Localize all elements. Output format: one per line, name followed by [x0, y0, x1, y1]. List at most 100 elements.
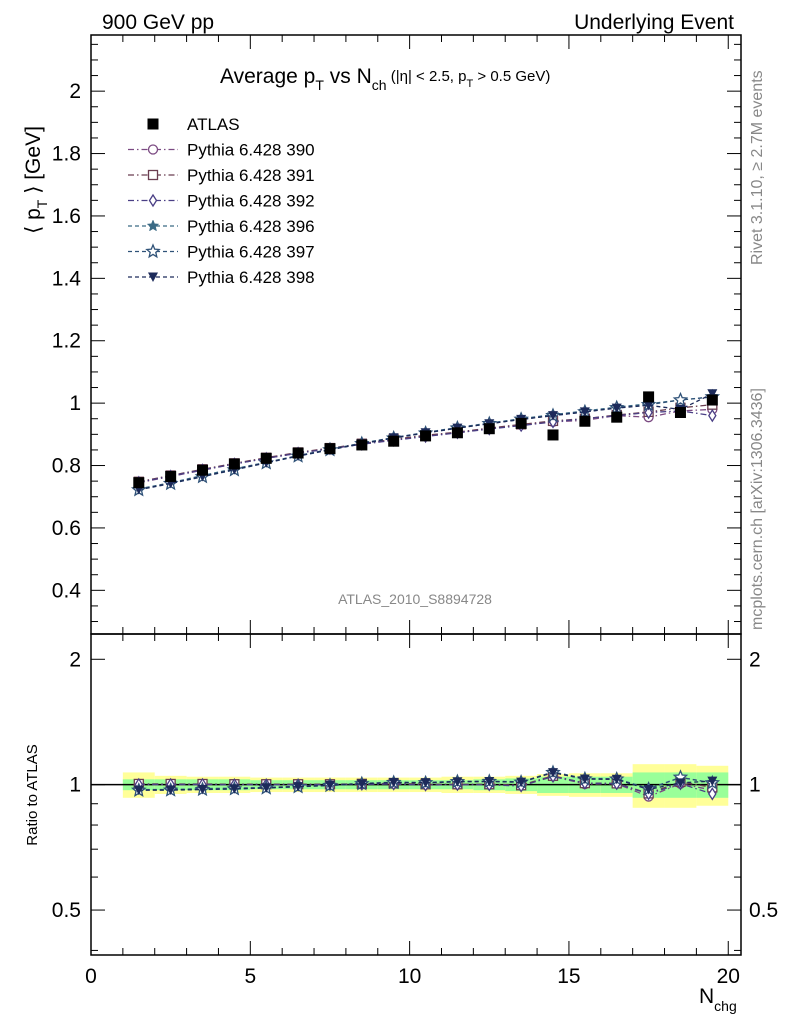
data-point	[611, 403, 622, 414]
data-point	[579, 407, 590, 417]
ratio-data-point	[261, 783, 272, 793]
ratio-tick-label: 2	[69, 648, 81, 671]
data-point	[260, 452, 272, 464]
ratio-data-point	[229, 784, 240, 794]
legend-label: Pythia 6.428 397	[187, 243, 315, 262]
y-tick-label: 1.2	[52, 330, 81, 353]
data-point	[579, 415, 591, 427]
data-point	[133, 477, 145, 489]
ratio-data-point	[452, 777, 463, 787]
data-point	[706, 394, 718, 406]
legend-marker	[147, 118, 159, 130]
y-tick-label: 1.4	[52, 267, 82, 290]
data-point	[707, 389, 718, 399]
ratio-tick-label-right: 1	[749, 774, 761, 797]
ratio-tick-label: 0.5	[52, 899, 81, 922]
mcplots-label: mcplots.cern.ch [arXiv:1306.3436]	[749, 388, 766, 630]
y-tick-label: 1	[69, 392, 81, 415]
data-point	[643, 391, 655, 403]
x-tick-label: 20	[717, 965, 740, 988]
x-tick-label: 15	[557, 965, 580, 988]
legend-marker	[146, 219, 160, 232]
y-axis-label: ⟨ pT ⟩ [GeV]	[22, 126, 50, 234]
y-tick-label: 1.8	[52, 143, 81, 166]
legend-entry: Pythia 6.428 392	[128, 192, 315, 211]
data-point	[292, 447, 304, 459]
ratio-tick-label: 1	[69, 774, 81, 797]
ratio-data-point	[708, 787, 717, 801]
ratio-plot-frame	[90, 633, 742, 956]
ratio-data-point	[611, 774, 622, 785]
data-point	[483, 423, 495, 435]
data-series	[130, 388, 721, 802]
data-point	[672, 391, 689, 407]
data-point	[611, 411, 623, 423]
ratio-data-point	[707, 776, 718, 787]
legend-entry: Pythia 6.428 390	[128, 141, 315, 160]
data-point	[388, 435, 400, 447]
data-point	[643, 400, 654, 411]
legend-entry: Pythia 6.428 391	[128, 166, 315, 185]
legend-entry: ATLAS	[147, 115, 240, 134]
legend-entry: Pythia 6.428 396	[128, 217, 315, 236]
data-point	[228, 458, 240, 470]
y-tick-label: 2	[69, 80, 81, 103]
ratio-tick-label-right: 0.5	[749, 899, 778, 922]
series-atlas	[133, 391, 718, 489]
legend-label: Pythia 6.428 391	[187, 166, 315, 185]
x-axis-label: Nchg	[699, 985, 737, 1014]
ratio-data-point	[165, 785, 176, 795]
legend-label: Pythia 6.428 392	[187, 192, 315, 211]
ratio-data-point	[388, 777, 399, 788]
data-point	[674, 406, 686, 418]
ratio-data-point	[548, 768, 559, 778]
y-tick-label: 0.8	[52, 455, 81, 478]
data-point	[708, 408, 717, 423]
ratio-data-point	[133, 785, 144, 796]
data-point	[644, 405, 653, 420]
data-point	[165, 470, 177, 482]
header-right: Underlying Event	[574, 11, 734, 34]
x-tick-label: 10	[398, 965, 421, 988]
data-point	[547, 429, 559, 441]
legend-marker	[147, 144, 159, 155]
data-point	[324, 443, 336, 455]
y-tick-label: 0.4	[52, 579, 82, 602]
ratio-data-point	[675, 778, 686, 788]
ratio-tick-label-right: 2	[749, 648, 761, 671]
legend-label: Pythia 6.428 390	[187, 141, 315, 160]
data-point	[515, 417, 527, 429]
legend-label: Pythia 6.428 398	[187, 268, 315, 287]
data-point	[420, 430, 432, 442]
legend-label: Pythia 6.428 396	[187, 217, 315, 236]
header-left: 900 GeV pp	[102, 11, 214, 34]
axes: 0 5 10 15 20 0.4 0.6 0.8 1 1.2 1.4 1.6 1.8 2 0.5 0.5 1 1 2…	[52, 34, 778, 988]
legend-marker	[145, 243, 161, 259]
y-tick-label: 1.6	[52, 205, 81, 228]
series-line	[138, 404, 713, 483]
legend-label: ATLAS	[187, 115, 240, 134]
data-point	[356, 439, 368, 451]
analysis-label: ATLAS_2010_S8894728	[338, 591, 492, 607]
ratio-data-point	[324, 780, 335, 791]
ratio-data-point	[293, 782, 304, 792]
ratio-data-point	[516, 777, 527, 788]
rivet-label: Rivet 3.1.10, ≥ 2.7M events	[749, 70, 766, 265]
data-point	[548, 411, 559, 421]
ratio-data-point	[420, 778, 431, 788]
ratio-data-point	[484, 777, 495, 787]
legend-entry: Pythia 6.428 398	[128, 268, 315, 287]
chart-title: Average pT vs Nch (|η| < 2.5, pT > 0.5 G…	[220, 65, 550, 93]
legend-marker	[148, 272, 158, 282]
ratio-data-point	[579, 774, 590, 784]
series-line	[138, 396, 713, 491]
legend-marker	[148, 193, 158, 208]
x-tick-label: 0	[85, 965, 97, 988]
ratio-data-point	[197, 784, 208, 795]
ratio-data-point	[356, 779, 367, 789]
ratio-y-axis-label: Ratio to ATLAS	[24, 744, 41, 845]
legend-entry: Pythia 6.428 397	[128, 243, 315, 262]
legend-marker	[147, 169, 159, 181]
data-point	[197, 464, 209, 476]
